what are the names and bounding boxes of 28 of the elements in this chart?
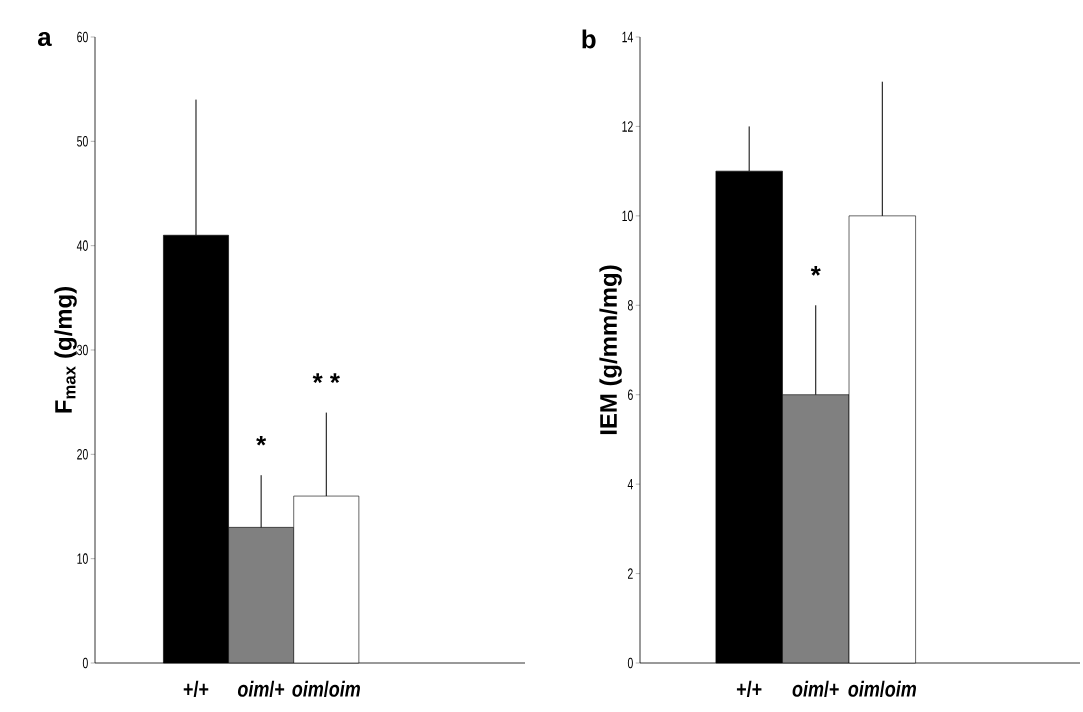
chart-title: b (582, 29, 596, 49)
y-tick-label: 2 (628, 568, 633, 579)
x-tick-label: oim/+ (237, 680, 285, 698)
annotation: * (810, 266, 821, 276)
y-tick-label: 0 (82, 657, 88, 669)
y-tick-label: 4 (627, 479, 633, 490)
y-tick-label: 14 (622, 31, 633, 43)
x-tick-label: +/+ (736, 680, 762, 698)
annotation: * (256, 435, 267, 446)
y-tick-label: 60 (77, 31, 88, 43)
annotation: * * (312, 373, 340, 383)
y-tick-label: 10 (622, 210, 633, 222)
y-tick-label: 50 (77, 136, 88, 147)
y-axis-title: IEM (g/mm/mg) (599, 265, 622, 435)
y-axis-title: F$_{max}$ (g/mg) (54, 287, 77, 413)
y-tick-label: 0 (627, 657, 633, 669)
y-tick-label: 12 (622, 121, 633, 132)
x-tick-label: oim/oim (848, 680, 917, 698)
y-tick-label: 8 (627, 299, 633, 311)
y-tick-label: 30 (77, 344, 88, 356)
y-tick-label: 20 (77, 449, 88, 460)
y-tick-label: 40 (76, 240, 88, 251)
chart-title: a (37, 31, 52, 47)
x-tick-label: oim/+ (792, 680, 839, 698)
x-tick-label: +/+ (183, 680, 209, 698)
y-tick-label: 10 (77, 553, 88, 564)
x-tick-label: oim/oim (292, 680, 360, 698)
y-tick-label: 6 (628, 389, 633, 400)
